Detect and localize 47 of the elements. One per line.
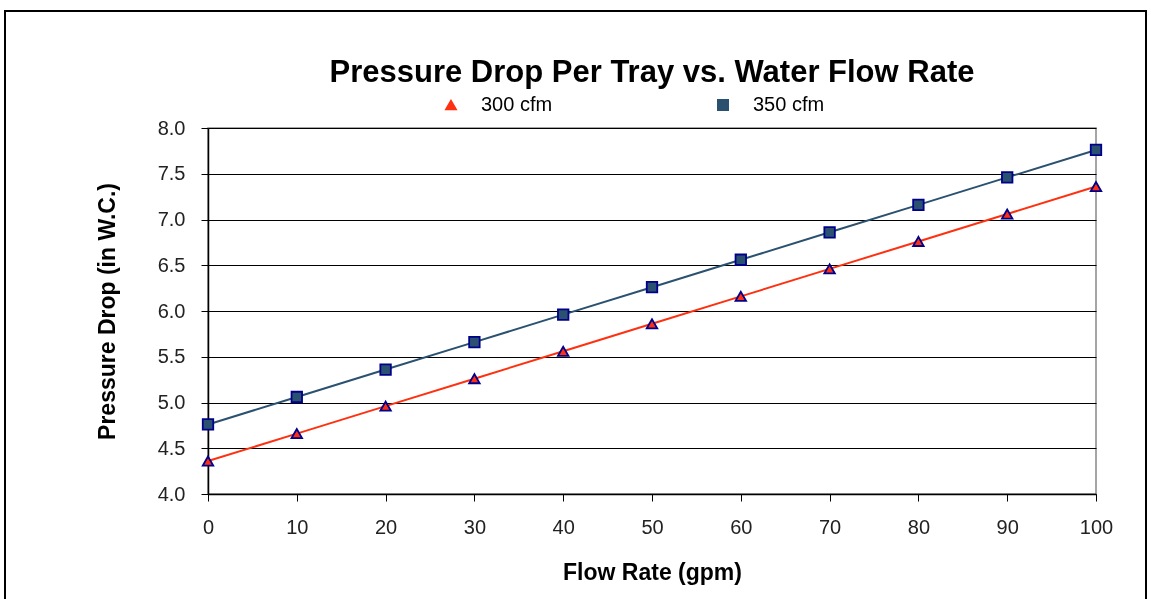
point xyxy=(468,373,481,385)
y-tick-label: 4.0 xyxy=(157,482,186,505)
point xyxy=(201,418,215,431)
y-tick-label: 4.5 xyxy=(157,436,186,459)
x-tick-label: 10 xyxy=(286,515,309,538)
point xyxy=(557,345,570,357)
legend-label: 300 cfm xyxy=(481,93,553,115)
chart-title: Pressure Drop Per Tray vs. Water Flow Rate xyxy=(329,54,975,89)
x-tick-label: 50 xyxy=(641,515,664,538)
y-axis-title: Pressure Drop (in W.C.) xyxy=(93,183,120,440)
x-tick-label: 100 xyxy=(1079,515,1114,538)
y-tick-label: 6.5 xyxy=(157,253,186,276)
point xyxy=(290,390,303,404)
y-tick-label: 8.0 xyxy=(157,116,186,139)
legend-label: 350 cfm xyxy=(753,93,825,115)
x-tick-label: 90 xyxy=(996,515,1019,538)
point xyxy=(1001,208,1014,220)
x-tick-label: 80 xyxy=(907,515,931,538)
x-tick-label: 70 xyxy=(818,515,842,538)
y-tick-label: 5.5 xyxy=(157,345,186,368)
point xyxy=(1001,171,1014,184)
point xyxy=(379,363,392,376)
point xyxy=(645,281,659,294)
point xyxy=(201,455,215,467)
x-tick-label: 20 xyxy=(374,515,398,538)
point xyxy=(468,335,481,349)
x-axis-title: Flow Rate (gpm) xyxy=(563,558,742,585)
point xyxy=(912,236,925,247)
y-tick-label: 7.5 xyxy=(157,162,186,185)
point xyxy=(290,428,303,440)
x-tick-label: 30 xyxy=(463,515,487,538)
point xyxy=(823,226,836,239)
point xyxy=(1089,181,1103,192)
x-tick-label: 40 xyxy=(552,515,575,538)
y-tick-label: 7.0 xyxy=(157,208,186,230)
point xyxy=(823,263,836,275)
point xyxy=(645,318,659,330)
point xyxy=(912,198,925,211)
point xyxy=(1089,143,1103,157)
x-tick-label: 0 xyxy=(202,515,215,538)
y-tick-label: 6.0 xyxy=(157,299,186,322)
point xyxy=(734,253,747,266)
x-tick-label: 60 xyxy=(730,515,753,538)
point xyxy=(379,400,392,412)
y-tick-label: 5.0 xyxy=(157,391,186,413)
point xyxy=(557,308,570,321)
point xyxy=(734,290,747,302)
